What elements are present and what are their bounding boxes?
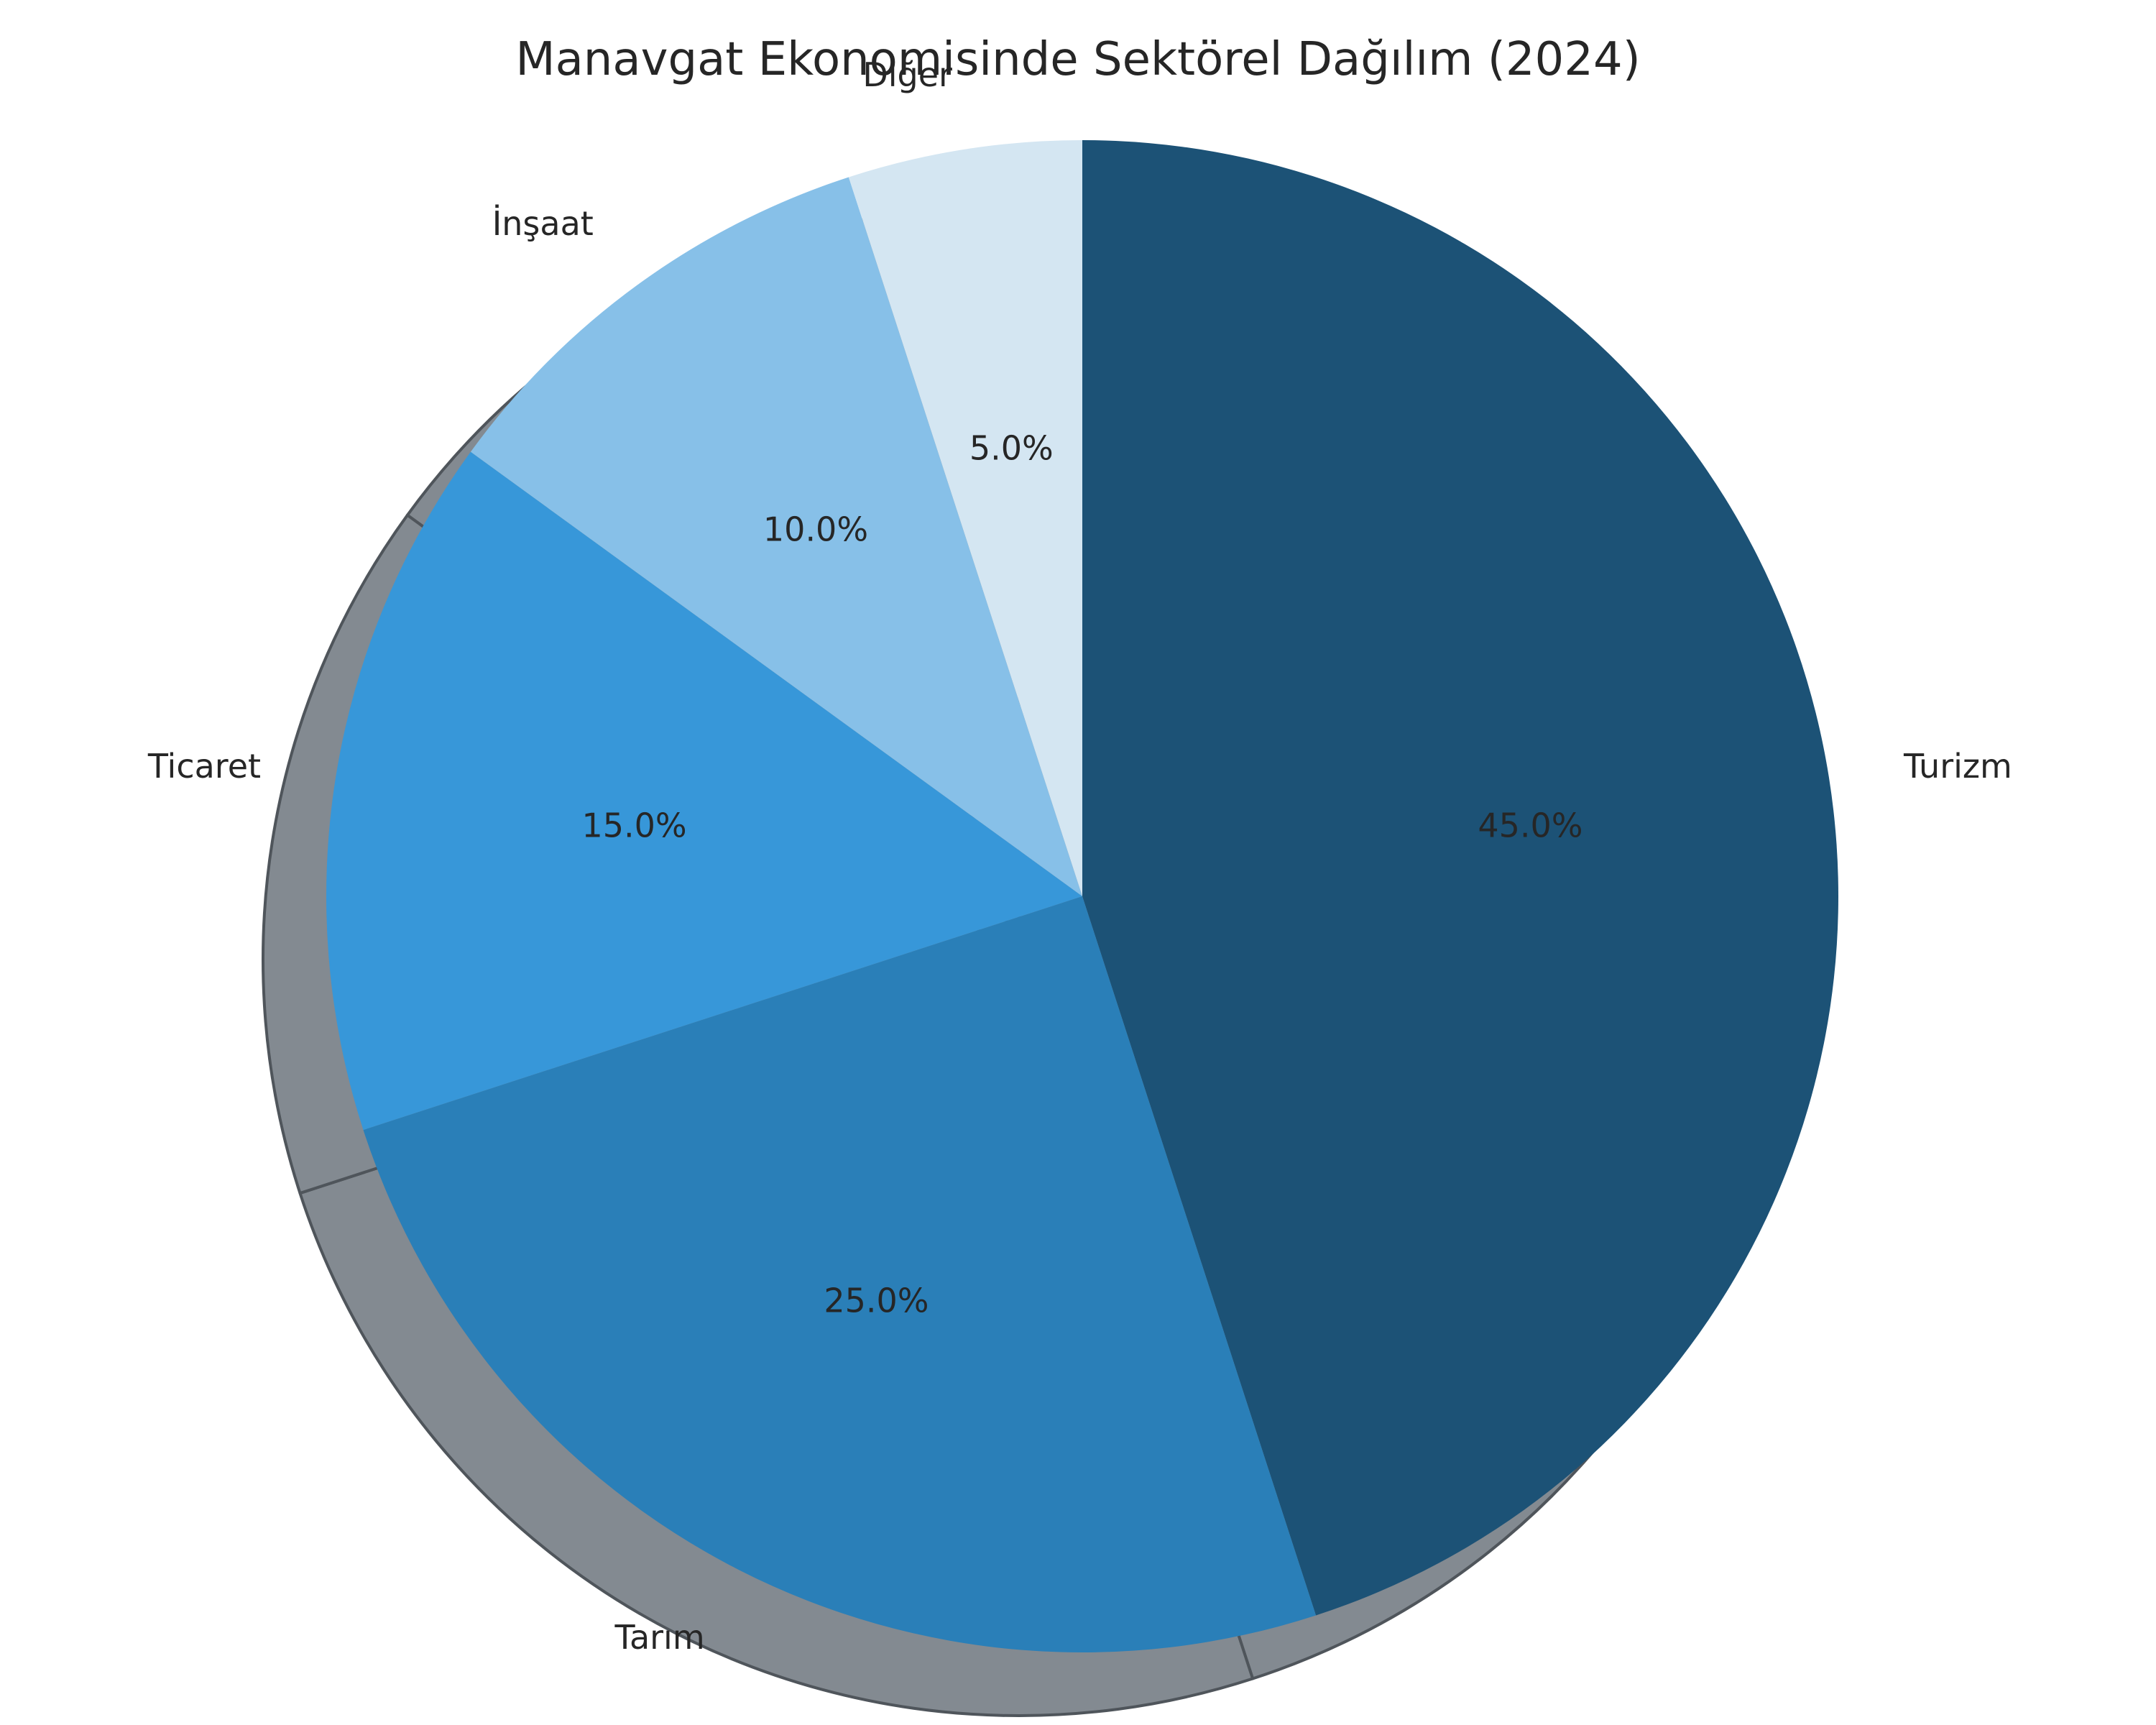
pct-label-turizm: 45.0% [1478,806,1583,845]
slice-turizm [1082,140,1838,1616]
slice-insaat [470,177,1082,897]
slice-label-diger: Diğer [862,55,952,94]
percent-labels: 45.0% 25.0% 15.0% 10.0% 5.0% [582,429,1583,1320]
chart-title: Manavgat Ekonomisinde Sektörel Dağılım (… [515,33,1640,86]
slice-labels: Turizm Tarım Ticaret İnşaat Diğer [147,55,2012,1657]
slice-diger [848,140,1082,896]
pct-label-insaat: 10.0% [763,510,868,548]
pct-label-tarim: 25.0% [824,1281,929,1320]
pie-slices [326,140,1838,1652]
slice-label-insaat: İnşaat [492,204,594,243]
slice-tarim [363,896,1317,1652]
slice-label-ticaret: Ticaret [147,747,261,786]
pct-label-diger: 5.0% [969,429,1054,468]
slice-ticaret [326,451,1083,1131]
slice-label-turizm: Turizm [1903,747,2012,786]
pct-label-ticaret: 15.0% [582,806,687,845]
slice-label-tarim: Tarım [614,1618,704,1657]
